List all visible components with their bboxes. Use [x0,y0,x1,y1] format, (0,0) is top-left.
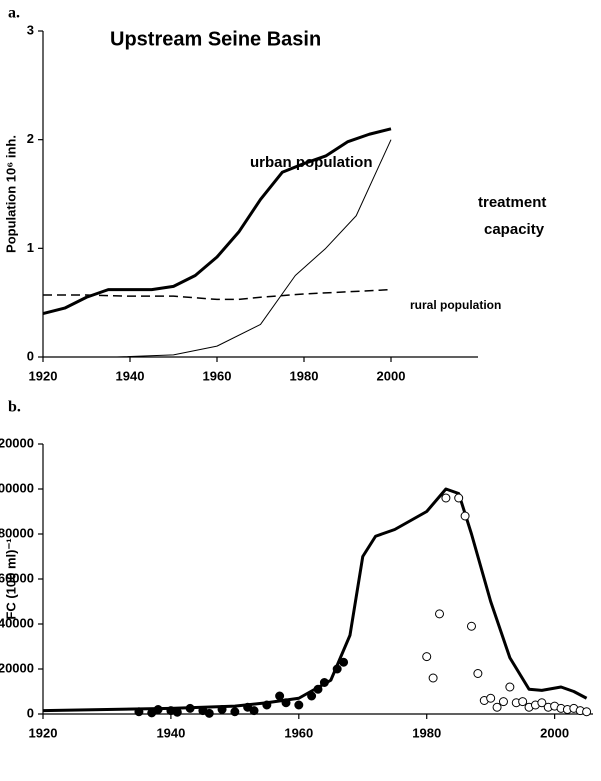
data-point [582,707,592,717]
data-point [492,702,502,712]
chart-title: Upstream Seine Basin [110,28,321,50]
data-point [319,678,329,687]
annotation: urban population [250,154,372,171]
panel-label: a. [8,5,20,22]
data-point [441,493,451,503]
y-axis-label: Population 10⁶ inh. [3,135,18,253]
y-tick-label: 100000 [0,480,34,495]
x-tick-label: 1920 [29,368,58,383]
line-series [43,288,392,301]
annotation: rural population [410,298,501,312]
x-tick-label: 2000 [377,368,406,383]
data-point [294,700,304,710]
line-series [116,139,392,358]
x-tick-label: 1940 [156,725,185,740]
annotation: capacity [484,221,545,238]
annotation: treatment [478,194,546,211]
y-tick-label: 0 [27,348,34,363]
data-point [454,493,464,503]
data-point [518,697,528,707]
x-tick-label: 1960 [203,368,232,383]
data-point [339,657,349,667]
data-point [172,707,182,717]
x-tick-label: 2000 [540,725,569,740]
x-tick-label: 1940 [116,368,145,383]
y-tick-label: 0 [27,705,34,720]
x-tick-label: 1980 [290,368,319,383]
y-axis-label: FC (100 ml)⁻¹ [3,538,18,619]
data-point [281,698,291,708]
line-series [42,127,392,315]
data-point [435,609,445,619]
data-point [498,697,508,707]
panel-label: b. [8,399,21,416]
x-tick-label: 1960 [284,725,313,740]
y-tick-label: 20000 [0,660,34,675]
data-point [249,706,259,716]
x-tick-label: 1980 [412,725,441,740]
x-tick-label: 1920 [29,725,58,740]
data-point [230,707,240,717]
data-point [537,698,547,708]
data-point [262,700,272,710]
y-tick-label: 1 [27,240,34,255]
data-point [505,682,515,692]
y-tick-label: 60000 [0,570,34,585]
data-point [422,652,432,662]
y-tick-label: 3 [27,22,34,37]
y-tick-label: 2 [27,131,34,146]
data-point [217,705,227,714]
data-point [313,684,323,694]
data-point [307,691,317,701]
data-point [466,621,476,631]
line-series [42,487,588,713]
data-point [473,669,483,678]
data-point [486,693,496,703]
y-tick-label: 120000 [0,435,34,450]
data-point [428,673,438,683]
data-point [153,705,163,714]
data-point [204,708,214,718]
data-point [460,511,470,521]
y-tick-label: 80000 [0,525,34,540]
data-point [134,707,144,717]
data-point [332,664,342,674]
data-point [185,703,195,713]
data-point [275,691,285,701]
y-tick-label: 40000 [0,615,34,630]
